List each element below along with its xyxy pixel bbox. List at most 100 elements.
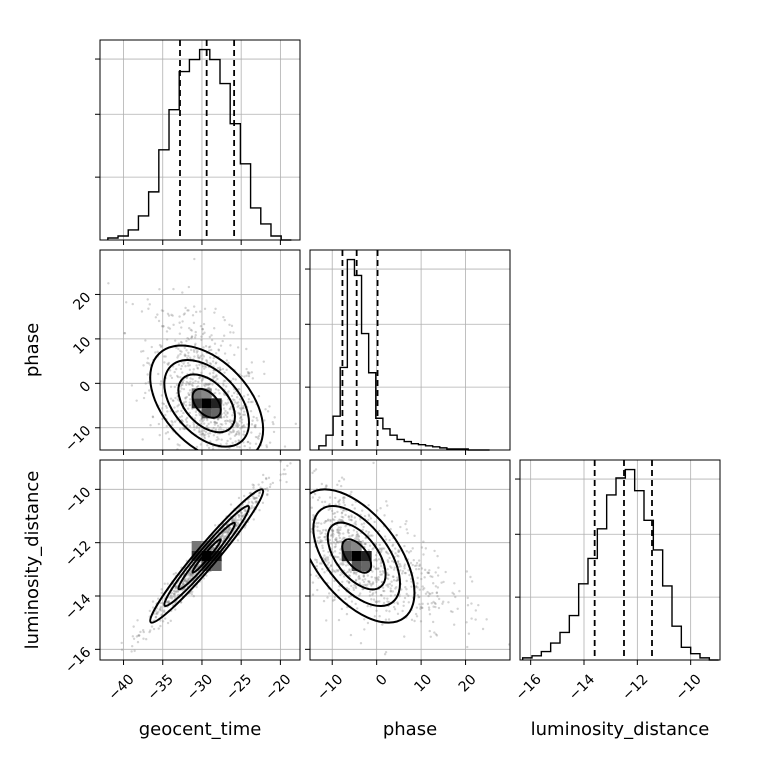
sample-point (420, 572, 423, 575)
sample-point (192, 321, 196, 325)
sample-point (234, 424, 237, 427)
sample-point (374, 600, 377, 603)
sample-point (187, 577, 190, 580)
sample-point (158, 343, 162, 347)
sample-point (432, 582, 435, 585)
sample-point (234, 433, 238, 436)
sample-point (357, 538, 361, 542)
sample-point (315, 558, 318, 562)
sample-point (306, 529, 308, 531)
sample-point (326, 563, 329, 566)
sample-point (166, 621, 170, 625)
sample-point (319, 540, 322, 543)
density-cell-0 (351, 551, 362, 561)
sample-point (366, 621, 370, 625)
sample-point (186, 364, 190, 367)
sample-point (176, 375, 180, 379)
sample-point (241, 426, 244, 429)
sample-point (169, 594, 173, 597)
sample-point (196, 350, 199, 353)
sample-point (371, 547, 374, 551)
sample-point (213, 342, 217, 345)
sample-point (325, 619, 328, 622)
sample-point (213, 311, 216, 314)
ytick-label-phase-0: −10 (62, 423, 94, 455)
sample-point (212, 371, 215, 375)
sample-point (243, 526, 247, 529)
sample-point (380, 580, 384, 584)
sample-point (403, 563, 407, 566)
sample-point (176, 593, 180, 597)
sample-point (225, 530, 228, 534)
sample-point (229, 454, 231, 456)
sample-point (385, 500, 388, 503)
sample-point (201, 419, 204, 423)
contour-level-2 (163, 505, 251, 608)
sample-point (397, 562, 400, 566)
sample-point (235, 423, 239, 426)
sample-point (198, 376, 201, 379)
sample-point (112, 674, 114, 676)
sample-point (423, 568, 427, 572)
sample-point (242, 395, 246, 398)
xtick-label-geocent_time-1: −35 (145, 672, 177, 704)
sample-point (233, 518, 236, 521)
sample-point (417, 596, 420, 599)
sample-point (234, 440, 237, 443)
sample-point (367, 580, 370, 583)
sample-point (332, 569, 336, 573)
sample-point (186, 309, 189, 312)
sample-point (421, 606, 424, 610)
sample-point (327, 508, 330, 512)
sample-point (214, 388, 218, 391)
sample-point (452, 623, 456, 626)
sample-point (195, 310, 198, 314)
sample-point (222, 382, 225, 385)
sample-point (320, 522, 323, 525)
sample-point (207, 446, 211, 450)
sample-point (204, 345, 208, 348)
sample-point (447, 601, 450, 604)
sample-point (426, 571, 429, 574)
sample-point (290, 516, 292, 518)
sample-point (232, 452, 234, 454)
xtick-label-phase-0: −10 (314, 672, 346, 704)
sample-point (198, 413, 201, 417)
sample-point (252, 465, 254, 467)
sample-point (183, 579, 187, 582)
sample-point (398, 563, 402, 566)
sample-point (387, 560, 390, 564)
sample-point (212, 376, 216, 379)
sample-point (269, 497, 271, 499)
sample-point (437, 566, 440, 569)
sample-point (257, 483, 260, 486)
sample-point (380, 550, 383, 553)
sample-point (236, 425, 239, 428)
sample-point (228, 407, 231, 411)
sample-point (172, 589, 176, 592)
sample-point (249, 491, 252, 495)
sample-point (362, 522, 366, 525)
sample-point (345, 612, 349, 616)
sample-point (186, 356, 189, 360)
sample-point (231, 430, 234, 434)
sample-point (348, 535, 351, 538)
sample-point (255, 496, 258, 500)
sample-point (303, 547, 305, 549)
sample-point (224, 401, 227, 405)
sample-point (327, 592, 331, 595)
sample-point (189, 498, 191, 500)
sample-point (198, 426, 201, 430)
sample-point (144, 391, 147, 395)
sample-point (289, 462, 292, 465)
sample-point (165, 424, 168, 428)
sample-point (148, 303, 151, 306)
sample-point (364, 542, 367, 546)
sample-point (334, 538, 338, 542)
sample-point (342, 496, 345, 500)
sample-point (397, 555, 400, 558)
sample-point (325, 484, 328, 487)
sample-point (248, 492, 252, 495)
sample-point (435, 634, 439, 637)
sample-point (410, 580, 413, 583)
